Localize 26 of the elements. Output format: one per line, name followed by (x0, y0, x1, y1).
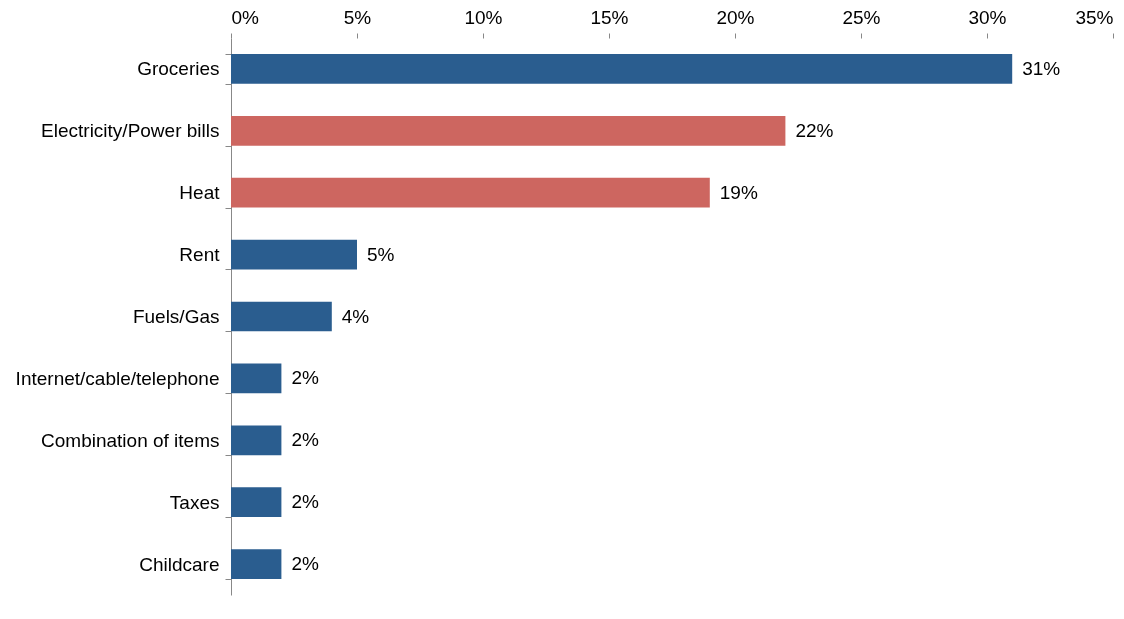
x-tick-label: 25% (842, 6, 881, 28)
x-tick-label: 15% (590, 6, 629, 28)
data-label: 31% (1022, 57, 1061, 79)
data-label: 19% (719, 181, 758, 203)
data-label: 2% (291, 429, 319, 451)
y-tick-label: Electricity/Power bills (41, 120, 220, 142)
x-tick-label: 5% (343, 6, 372, 28)
y-tick-label: Rent (179, 244, 221, 266)
data-label: 5% (367, 243, 395, 265)
y-tick-label: Taxes (169, 491, 220, 513)
data-label: 2% (291, 553, 319, 575)
y-tick-label: Internet/cable/telephone (15, 367, 220, 389)
data-label: 4% (341, 305, 370, 327)
x-tick-label: 20% (716, 6, 755, 28)
y-tick-label: Childcare (139, 553, 220, 575)
data-label: 22% (795, 119, 834, 141)
y-tick-label: Groceries (137, 58, 220, 80)
y-tick-label: Combination of items (41, 429, 220, 451)
data-label: 2% (291, 491, 319, 513)
data-label: 2% (291, 367, 319, 389)
x-tick-label: 35% (1075, 6, 1114, 28)
y-tick-label: Fuels/Gas (132, 306, 220, 327)
x-tick-label: 10% (464, 6, 503, 28)
x-tick-label: 0% (231, 6, 260, 28)
y-tick-label: Heat (179, 182, 221, 204)
x-tick-label: 30% (968, 6, 1007, 28)
